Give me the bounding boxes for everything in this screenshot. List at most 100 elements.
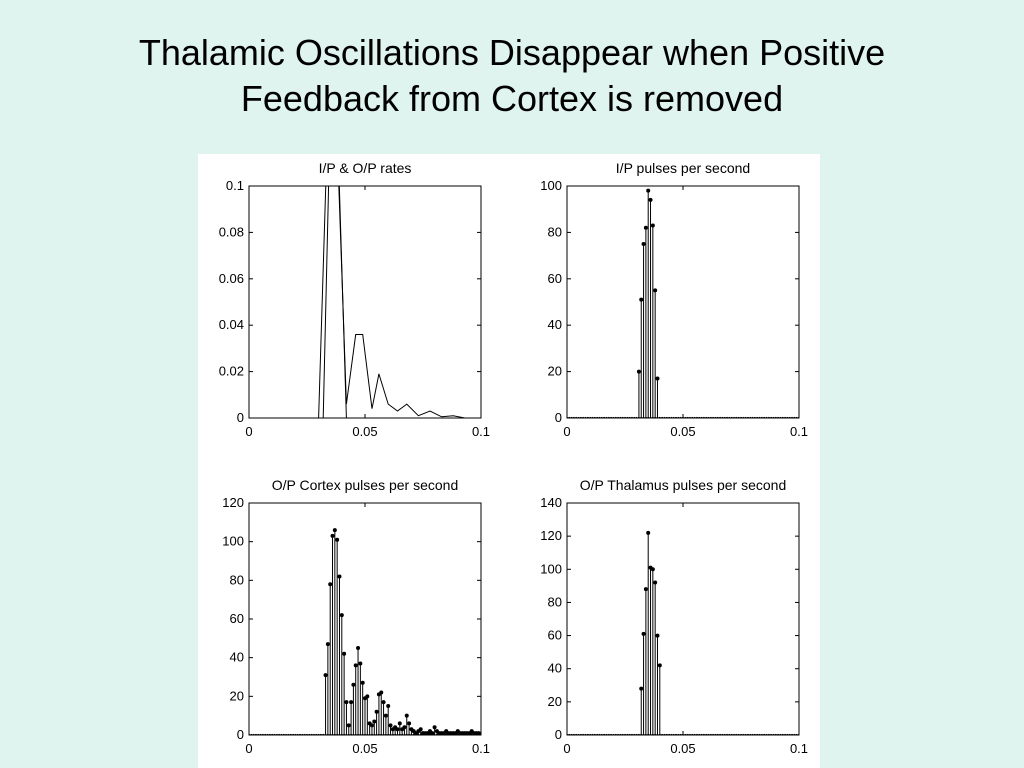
y-tick-label: 120 bbox=[222, 495, 244, 510]
stem-marker bbox=[641, 242, 646, 246]
stem-marker bbox=[323, 673, 328, 678]
stem-marker bbox=[369, 723, 374, 728]
stem-marker bbox=[402, 725, 407, 730]
stem-marker bbox=[332, 528, 337, 533]
x-tick-label: 0 bbox=[563, 741, 570, 756]
stem-marker bbox=[353, 663, 358, 668]
x-tick-label: 0 bbox=[245, 741, 252, 756]
x-tick-label: 0.1 bbox=[472, 741, 490, 756]
chart-title: I/P pulses per second bbox=[616, 160, 750, 176]
figure-panel: I/P & O/P rates 0 0.02 0.04 0.06 0.08 0.1 0 0.05… bbox=[198, 154, 820, 768]
x-tick-label: 0.05 bbox=[352, 741, 377, 756]
y-tick-label: 40 bbox=[548, 317, 562, 332]
stem-marker bbox=[360, 680, 365, 685]
y-tick-label: 60 bbox=[230, 611, 244, 626]
series-line-1 bbox=[249, 186, 481, 418]
axes-box bbox=[566, 502, 800, 736]
stem-marker bbox=[381, 700, 386, 705]
stem-marker bbox=[653, 288, 658, 293]
rates-chart: I/P & O/P rates 0 0.02 0.04 0.06 0.08 0.1 0 0.05… bbox=[219, 160, 490, 439]
stem-marker bbox=[335, 537, 340, 542]
y-tick-label: 40 bbox=[548, 661, 562, 676]
chart-title: O/P Cortex pulses per second bbox=[272, 477, 459, 493]
stem-marker bbox=[344, 700, 349, 705]
ip-pulses-chart: I/P pulses per second 0 20 40 60 80 100 0 0.05 0.… bbox=[540, 160, 808, 439]
y-tick-label: 20 bbox=[548, 364, 562, 379]
y-tick-label: 120 bbox=[540, 528, 562, 543]
y-tick-label: 140 bbox=[540, 495, 562, 510]
x-tick-label: 0.05 bbox=[670, 424, 695, 439]
x-tick-label: 0.1 bbox=[790, 424, 808, 439]
stem-marker bbox=[365, 694, 370, 699]
stem-marker bbox=[639, 686, 644, 691]
stem-marker bbox=[397, 721, 402, 726]
stem-marker bbox=[328, 582, 333, 587]
stem-marker bbox=[476, 731, 481, 735]
stem-marker bbox=[636, 369, 641, 374]
y-tick-label: 0 bbox=[555, 410, 562, 425]
y-tick-label: 60 bbox=[548, 628, 562, 643]
stem-marker bbox=[650, 223, 655, 228]
y-tick-label: 0.04 bbox=[219, 317, 244, 332]
y-tick-label: 0.08 bbox=[219, 224, 244, 239]
y-tick-label: 80 bbox=[230, 572, 244, 587]
stem-marker bbox=[641, 631, 646, 636]
stem-marker bbox=[432, 725, 437, 730]
stem-marker bbox=[337, 574, 342, 579]
stem-marker bbox=[639, 297, 644, 302]
x-tick-label: 0.05 bbox=[670, 741, 695, 756]
stem-marker bbox=[386, 704, 391, 708]
stem-marker bbox=[372, 719, 377, 724]
x-tick-label: 0.05 bbox=[352, 424, 377, 439]
stem-marker bbox=[655, 633, 660, 638]
y-tick-label: 0 bbox=[237, 727, 244, 742]
stem-marker bbox=[383, 713, 388, 718]
x-tick-label: 0 bbox=[563, 424, 570, 439]
stem-marker bbox=[643, 225, 648, 230]
y-tick-label: 0.1 bbox=[226, 178, 244, 193]
slide-title-line-2: Feedback from Cortex is removed bbox=[240, 78, 784, 119]
figure-svg: I/P & O/P rates 0 0.02 0.04 0.06 0.08 0.1 0 0.05… bbox=[219, 160, 808, 756]
stem-marker bbox=[379, 690, 384, 695]
chart-title: O/P Thalamus pulses per second bbox=[580, 477, 787, 493]
y-tick-label: 80 bbox=[548, 224, 562, 239]
stem-marker bbox=[388, 723, 393, 728]
stem-marker bbox=[346, 723, 351, 728]
stem-marker bbox=[657, 663, 662, 668]
x-tick-label: 0 bbox=[245, 424, 252, 439]
stem-marker bbox=[358, 661, 363, 666]
y-tick-label: 40 bbox=[230, 650, 244, 665]
stem-marker bbox=[339, 613, 344, 618]
stem-marker bbox=[646, 188, 651, 193]
chart-title: I/P & O/P rates bbox=[319, 160, 412, 176]
slide-title: Thalamic Oscillations Disappear when Pos… bbox=[0, 30, 1024, 122]
y-tick-label: 60 bbox=[548, 271, 562, 286]
slide-title-line-1: Thalamic Oscillations Disappear when Pos… bbox=[138, 32, 886, 73]
stem-marker bbox=[330, 533, 335, 538]
thalamus-pulses-chart: O/P Thalamus pulses per second 0 20 40 60 80 1… bbox=[540, 477, 808, 756]
axes-box bbox=[248, 185, 482, 419]
stem-marker bbox=[648, 197, 653, 202]
x-tick-label: 0.1 bbox=[790, 741, 808, 756]
y-tick-label: 100 bbox=[540, 561, 562, 576]
stem-marker bbox=[404, 713, 409, 718]
y-tick-label: 0 bbox=[555, 727, 562, 742]
y-tick-label: 100 bbox=[222, 534, 244, 549]
y-tick-label: 0 bbox=[237, 410, 244, 425]
x-tick-label: 0.1 bbox=[472, 424, 490, 439]
stem-marker bbox=[407, 721, 412, 726]
stem-marker bbox=[374, 709, 379, 714]
stem-marker bbox=[395, 727, 400, 732]
axes-box bbox=[566, 185, 800, 419]
y-tick-label: 0.02 bbox=[219, 364, 244, 379]
stem-marker bbox=[349, 700, 354, 705]
stem-marker bbox=[646, 530, 651, 535]
stem-marker bbox=[430, 731, 435, 735]
y-tick-label: 0.06 bbox=[219, 271, 244, 286]
stem-marker bbox=[655, 376, 660, 381]
y-tick-label: 100 bbox=[540, 178, 562, 193]
stem-marker bbox=[325, 642, 330, 647]
stem-marker bbox=[356, 646, 361, 650]
series-line-2 bbox=[249, 186, 481, 418]
stem-marker bbox=[418, 727, 423, 732]
